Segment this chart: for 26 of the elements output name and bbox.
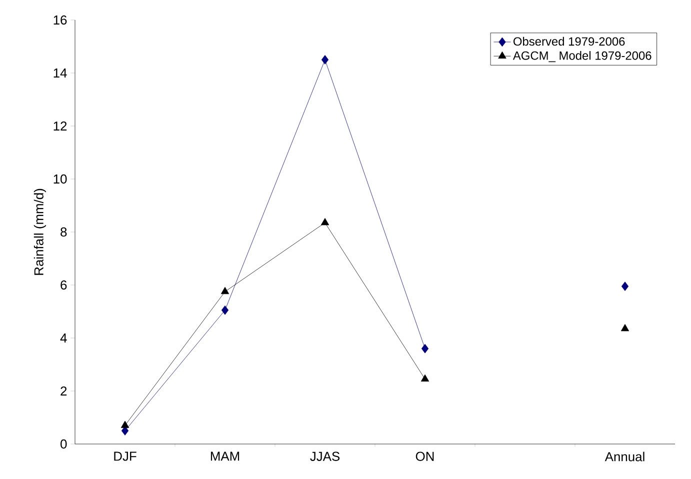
y-tick-label: 0	[60, 439, 67, 449]
x-tick-label: Annual	[604, 452, 644, 462]
point	[220, 286, 230, 294]
x-tick-label: ON	[416, 452, 434, 461]
point	[321, 55, 329, 64]
point	[421, 344, 429, 354]
y-tick-label: 8	[60, 227, 67, 237]
y-tick-label: 4	[60, 334, 67, 342]
x-tick-label: JJAS	[310, 452, 340, 461]
point	[621, 282, 629, 292]
y-tick-label: 6	[60, 280, 67, 290]
point	[320, 218, 330, 226]
x-tick-label: MAM	[210, 452, 240, 461]
point	[120, 420, 130, 428]
point	[420, 374, 430, 382]
y-tick-label: 2	[60, 386, 67, 396]
y-tick-label: 12	[54, 121, 67, 131]
legend-label: AGCM_ Model 1979-2006	[512, 51, 652, 62]
y-tick-label: 14	[54, 68, 67, 78]
legend-label: Observed 1979-2006	[513, 36, 625, 46]
point	[221, 305, 229, 315]
y-tick-label: 16	[54, 15, 67, 25]
y-axis-title: Rainfall (mm/d)	[34, 188, 46, 275]
point	[620, 324, 630, 332]
x-tick-label: DJF	[114, 452, 136, 461]
y-tick-label: 10	[54, 174, 67, 184]
